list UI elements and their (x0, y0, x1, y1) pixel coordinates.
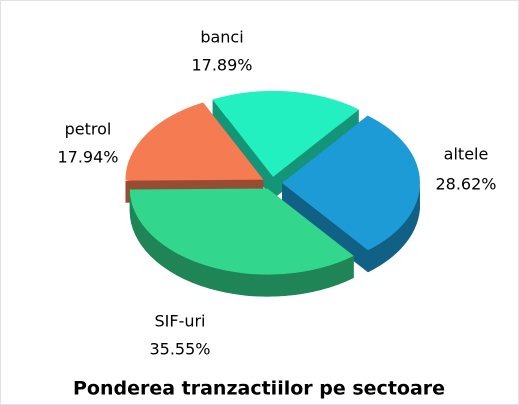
pie (125, 90, 420, 297)
slice (212, 90, 359, 177)
slice (282, 115, 420, 251)
slice-value-label: 28.62% (435, 175, 496, 194)
chart-title: Ponderea tranzactiilor pe sectoare (73, 378, 445, 400)
slice-value-label: 35.55% (149, 340, 210, 359)
slice-label: altele (444, 145, 489, 164)
slice-side (368, 182, 420, 273)
slice (129, 188, 354, 275)
slice-wall (282, 182, 369, 273)
slice-label: petrol (65, 120, 112, 139)
slice-value-label: 17.94% (57, 148, 118, 167)
slice-label: banci (200, 28, 243, 47)
slice (125, 102, 264, 181)
slice-side (129, 189, 354, 297)
slice-label: SIF-uri (154, 312, 205, 331)
slice-value-label: 17.89% (191, 56, 252, 75)
